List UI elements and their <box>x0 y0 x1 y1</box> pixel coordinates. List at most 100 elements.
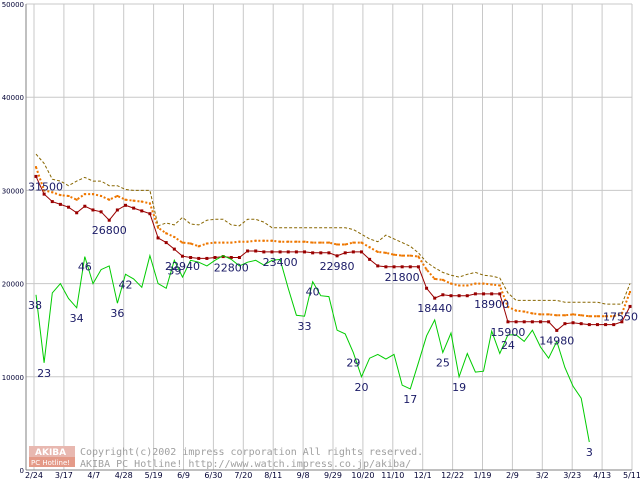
series-point-1 <box>449 282 452 285</box>
series-point-0 <box>416 265 420 269</box>
series-point-1 <box>547 313 550 316</box>
y-tick-label: 0 <box>20 467 24 475</box>
series-point-1 <box>563 314 566 317</box>
series-point-1 <box>433 277 436 280</box>
series-point-1 <box>490 283 493 286</box>
series-point-0 <box>506 320 510 324</box>
series-point-0 <box>327 251 331 255</box>
series-point-0 <box>498 292 502 296</box>
series-point-0 <box>595 323 599 327</box>
series-point-0 <box>140 209 144 213</box>
series-point-0 <box>197 256 201 260</box>
series-point-0 <box>571 321 575 325</box>
series-point-1 <box>83 193 86 196</box>
chart-grid <box>26 3 633 471</box>
series-point-0 <box>612 323 616 327</box>
series-point-1 <box>254 239 257 242</box>
series-point-0 <box>490 292 494 296</box>
series-point-0 <box>628 304 632 308</box>
series-point-1 <box>59 194 62 197</box>
series-point-1 <box>458 284 461 287</box>
x-axis-ticks: 2/24 3/17 4/7 4/28 5/19 6/9 6/30 7/20 8/11 9/8 9/2… <box>25 471 640 480</box>
series-point-0 <box>221 255 225 259</box>
series-point-1 <box>482 282 485 285</box>
series-line-3 <box>35 253 590 443</box>
series-point-0 <box>335 254 339 258</box>
series-point-1 <box>279 240 282 243</box>
series-point-1 <box>181 241 184 244</box>
series-point-0 <box>67 205 71 209</box>
series-point-0 <box>547 320 551 324</box>
series-point-0 <box>107 218 111 222</box>
series-point-0 <box>205 256 209 260</box>
series-point-1 <box>238 240 241 243</box>
series-point-0 <box>425 286 429 290</box>
series-point-1 <box>425 268 428 271</box>
series-point-1 <box>498 284 501 287</box>
x-tick-label: 10/20 <box>351 471 374 480</box>
series-point-0 <box>262 250 266 254</box>
data-label: 39 <box>167 264 181 277</box>
data-label: 17550 <box>603 310 638 323</box>
series-point-1 <box>222 241 225 244</box>
series-point-1 <box>295 240 298 243</box>
series-point-0 <box>384 265 388 269</box>
series-point-0 <box>294 250 298 254</box>
series-point-1 <box>629 290 631 293</box>
series-point-1 <box>148 202 151 205</box>
series-point-1 <box>165 232 168 235</box>
series-point-0 <box>42 192 46 196</box>
data-label: 17 <box>403 393 417 406</box>
series-point-1 <box>100 194 103 197</box>
data-label: 40 <box>306 286 320 299</box>
data-label: 20 <box>354 381 368 394</box>
series-point-0 <box>465 294 469 298</box>
x-tick-label: 7/20 <box>234 471 252 480</box>
series-point-1 <box>157 226 160 229</box>
x-tick-label: 2/24 <box>25 471 43 480</box>
series-point-1 <box>132 199 135 202</box>
series-point-1 <box>67 194 70 197</box>
series-point-1 <box>108 198 111 201</box>
x-tick-label: 8/11 <box>264 471 282 480</box>
series-point-0 <box>278 250 282 254</box>
data-label: 38 <box>28 299 42 312</box>
series-point-0 <box>189 256 193 260</box>
series-point-1 <box>197 245 200 248</box>
logo-line2: PC Hotline! <box>31 459 70 467</box>
series-point-0 <box>172 247 176 251</box>
data-label: 19 <box>452 381 466 394</box>
series-point-1 <box>360 241 363 244</box>
series-point-1 <box>303 240 306 243</box>
series-point-1 <box>588 315 591 318</box>
data-label: 31500 <box>28 180 63 193</box>
data-label: 23400 <box>263 256 298 269</box>
series-point-1 <box>441 278 444 281</box>
y-axis-ticks: 0 10000 20000 30000 40000 50000 <box>2 1 24 475</box>
series-point-0 <box>156 236 160 240</box>
series-point-0 <box>270 250 274 254</box>
x-tick-label: 2/9 <box>506 471 519 480</box>
x-tick-label: 12/22 <box>441 471 464 480</box>
series-point-0 <box>115 208 119 212</box>
data-label: 18900 <box>474 298 509 311</box>
series-point-1 <box>417 255 420 258</box>
data-label: 24 <box>501 339 515 352</box>
series-point-1 <box>75 198 78 201</box>
series-point-0 <box>400 265 404 269</box>
data-label: 14980 <box>539 334 574 347</box>
x-tick-label: 9/29 <box>324 471 342 480</box>
y-tick-label: 50000 <box>2 1 24 9</box>
x-tick-label: 6/30 <box>204 471 222 480</box>
series-point-0 <box>368 257 372 261</box>
series-point-1 <box>270 239 273 242</box>
series-point-0 <box>237 256 241 260</box>
series-point-0 <box>514 320 518 324</box>
series-point-0 <box>555 328 559 332</box>
y-tick-label: 30000 <box>2 187 24 195</box>
data-label: 36 <box>110 307 124 320</box>
series-point-0 <box>303 250 307 254</box>
copyright-line2: AKIBA PC Hotline! http://www.watch.impre… <box>80 459 411 470</box>
chart-series <box>34 153 632 443</box>
series-point-0 <box>433 296 437 300</box>
